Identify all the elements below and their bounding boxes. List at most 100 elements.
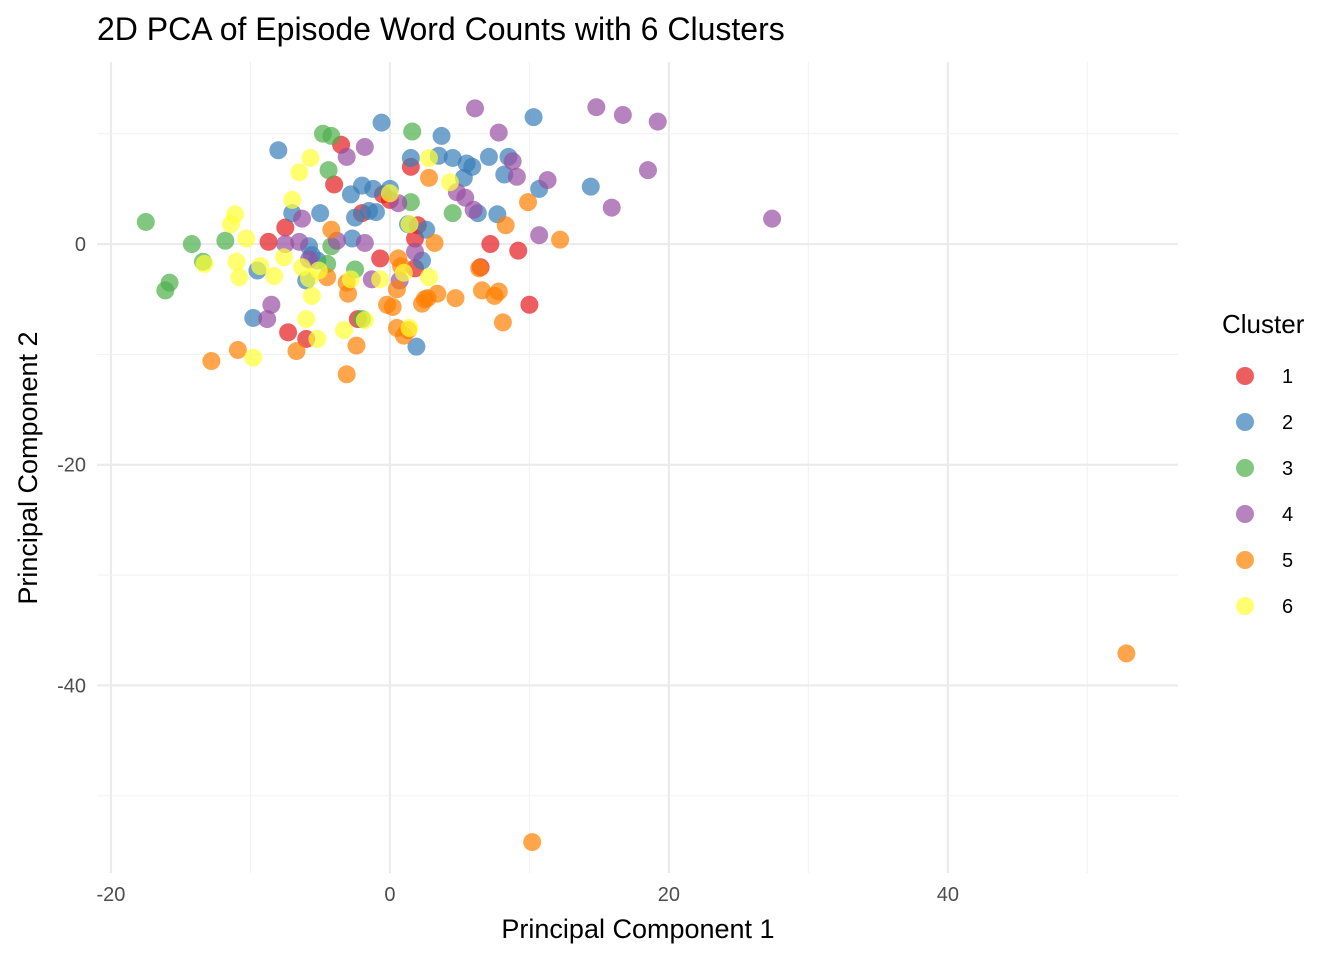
data-point bbox=[269, 141, 288, 160]
data-point bbox=[308, 329, 327, 348]
data-point bbox=[613, 105, 632, 124]
data-point bbox=[403, 122, 422, 141]
data-point bbox=[407, 337, 426, 356]
data-point bbox=[202, 352, 221, 371]
legend-label: 3 bbox=[1282, 458, 1293, 480]
legend-item-6: 6 bbox=[1236, 596, 1293, 618]
legend-item-4: 4 bbox=[1236, 504, 1293, 526]
y-tick-label: -20 bbox=[57, 455, 86, 477]
data-point bbox=[221, 215, 240, 234]
data-point bbox=[383, 297, 402, 316]
data-point bbox=[1117, 644, 1136, 663]
data-point bbox=[507, 167, 526, 186]
data-point bbox=[182, 235, 201, 254]
data-point bbox=[136, 212, 155, 231]
data-point bbox=[355, 233, 374, 252]
data-point bbox=[538, 171, 557, 190]
data-point bbox=[195, 254, 214, 273]
data-point bbox=[551, 230, 570, 249]
legend-label: 5 bbox=[1282, 550, 1293, 572]
data-point bbox=[346, 208, 365, 227]
data-point bbox=[290, 232, 309, 251]
data-point bbox=[581, 177, 600, 196]
data-point bbox=[523, 833, 542, 852]
legend-key bbox=[1236, 505, 1254, 523]
data-point bbox=[454, 168, 473, 187]
legend-label: 1 bbox=[1282, 366, 1293, 388]
y-axis-ticks: 0 -20 -40 bbox=[57, 234, 86, 697]
data-point bbox=[276, 235, 295, 254]
data-point bbox=[380, 184, 399, 203]
data-point bbox=[400, 318, 419, 337]
data-point bbox=[400, 215, 419, 234]
data-point bbox=[322, 220, 341, 239]
data-point bbox=[371, 270, 390, 289]
data-point bbox=[387, 280, 406, 299]
x-axis-ticks: -20 0 20 40 bbox=[96, 884, 958, 906]
data-point bbox=[262, 295, 281, 314]
data-point bbox=[638, 161, 657, 180]
data-point bbox=[302, 286, 321, 305]
data-point bbox=[319, 161, 338, 180]
data-point bbox=[443, 204, 462, 223]
data-point bbox=[322, 126, 341, 145]
data-point bbox=[372, 113, 391, 132]
data-point bbox=[520, 295, 539, 314]
data-point bbox=[287, 342, 306, 361]
chart-title: 2D PCA of Episode Word Counts with 6 Clu… bbox=[97, 11, 785, 47]
data-point bbox=[258, 310, 277, 329]
data-point bbox=[228, 340, 247, 359]
data-point bbox=[274, 248, 293, 267]
data-point bbox=[425, 233, 444, 252]
legend-item-2: 2 bbox=[1236, 412, 1293, 434]
data-point bbox=[524, 108, 543, 127]
data-point bbox=[259, 232, 278, 251]
data-point bbox=[355, 311, 374, 330]
x-tick-label: 20 bbox=[658, 884, 680, 906]
y-tick-label: -40 bbox=[57, 675, 86, 697]
data-point bbox=[493, 313, 512, 332]
data-point bbox=[440, 173, 459, 192]
data-point bbox=[311, 204, 330, 223]
data-point bbox=[309, 261, 328, 280]
data-point bbox=[466, 99, 485, 118]
data-point bbox=[503, 152, 522, 171]
data-point bbox=[496, 216, 515, 235]
data-point bbox=[394, 263, 413, 282]
legend: Cluster 1 2 3 4 5 6 bbox=[1222, 309, 1305, 618]
data-point bbox=[415, 290, 434, 309]
legend-title: Cluster bbox=[1222, 309, 1305, 339]
data-point bbox=[419, 268, 438, 287]
data-point bbox=[293, 209, 312, 228]
x-tick-label: -20 bbox=[96, 884, 125, 906]
x-tick-label: 40 bbox=[937, 884, 959, 906]
data-point bbox=[216, 231, 235, 250]
data-point bbox=[509, 241, 528, 260]
data-point bbox=[417, 220, 436, 239]
data-point bbox=[419, 148, 438, 167]
data-point bbox=[530, 226, 549, 245]
data-point bbox=[464, 200, 483, 219]
data-point bbox=[265, 267, 284, 286]
x-axis-title: Principal Component 1 bbox=[501, 914, 774, 944]
data-point bbox=[366, 203, 385, 222]
data-point bbox=[479, 147, 498, 166]
gridlines bbox=[97, 62, 1178, 873]
data-point bbox=[334, 321, 353, 340]
data-point bbox=[227, 252, 246, 271]
data-point bbox=[301, 148, 320, 167]
data-point bbox=[283, 190, 302, 209]
data-point bbox=[337, 365, 356, 384]
data-point bbox=[648, 112, 667, 131]
legend-key bbox=[1236, 367, 1254, 385]
data-point bbox=[325, 175, 344, 194]
data-points bbox=[136, 98, 1136, 852]
data-point bbox=[419, 168, 438, 187]
legend-label: 2 bbox=[1282, 412, 1293, 434]
data-point bbox=[337, 147, 356, 166]
legend-key bbox=[1236, 597, 1254, 615]
legend-label: 4 bbox=[1282, 504, 1293, 526]
series-cluster-4 bbox=[258, 98, 782, 329]
data-point bbox=[355, 137, 374, 156]
data-point bbox=[485, 286, 504, 305]
